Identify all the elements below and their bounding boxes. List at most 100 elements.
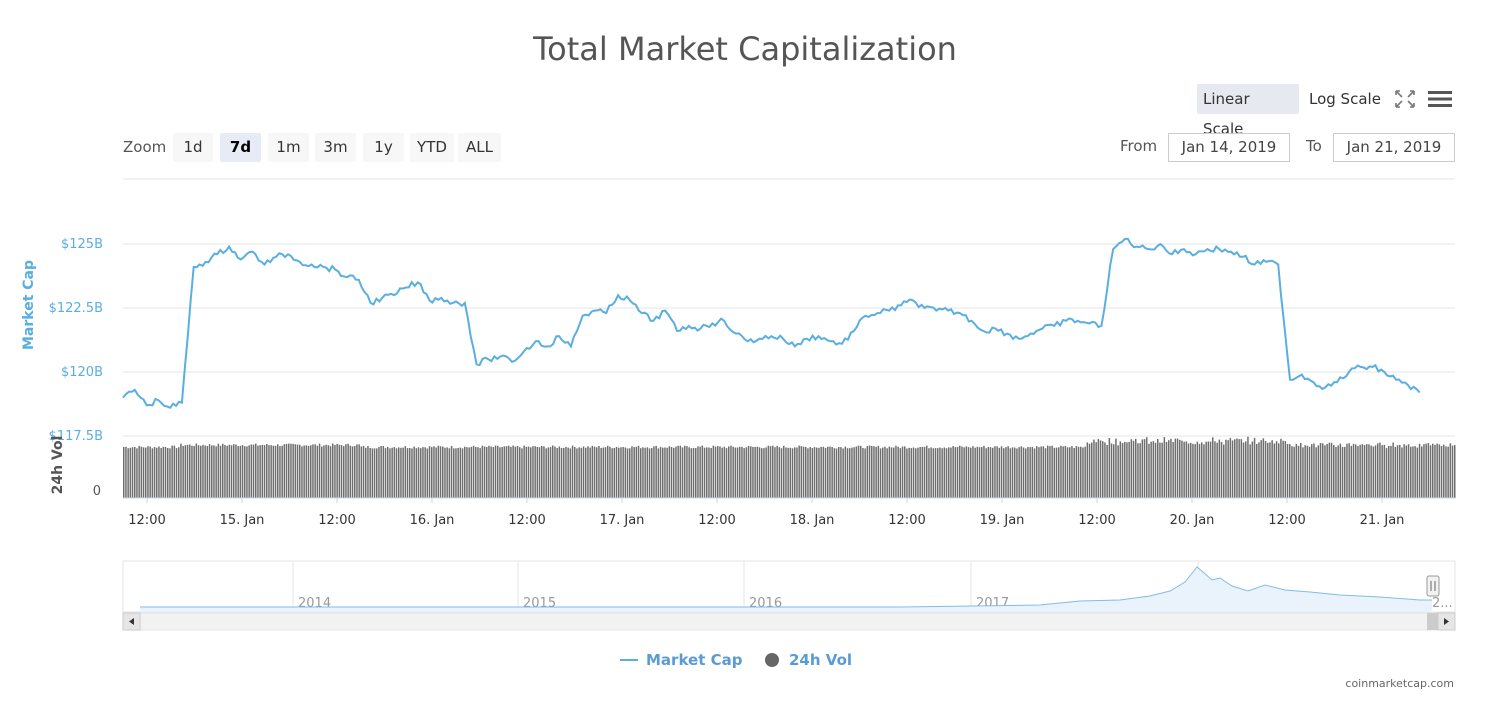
volume-bar bbox=[600, 448, 602, 498]
volume-bar bbox=[153, 447, 156, 498]
volume-bar bbox=[1267, 442, 1269, 498]
volume-bar bbox=[1449, 443, 1452, 498]
volume-bar bbox=[706, 447, 708, 498]
volume-bar bbox=[602, 447, 605, 498]
volume-bar bbox=[1429, 445, 1432, 498]
volume-bar bbox=[1223, 444, 1225, 498]
linear-scale-button[interactable]: Linear Scale bbox=[1197, 84, 1299, 138]
volume-bar bbox=[761, 448, 763, 498]
volume-bar bbox=[886, 448, 888, 498]
volume-bar bbox=[327, 445, 330, 498]
x-tick-label: 12:00 bbox=[318, 513, 355, 528]
volume-bar bbox=[626, 448, 629, 498]
volume-bar bbox=[1286, 443, 1289, 498]
volume-bar bbox=[1370, 445, 1372, 498]
volume-bar bbox=[534, 446, 536, 498]
volume-bar bbox=[175, 448, 178, 498]
volume-bar bbox=[860, 445, 862, 498]
volume-bar bbox=[527, 446, 530, 498]
volume-bar bbox=[1130, 439, 1133, 498]
zoom-1y-button[interactable]: 1y bbox=[363, 133, 404, 162]
volume-bar bbox=[230, 445, 233, 498]
volume-bar bbox=[668, 446, 671, 498]
volume-bar bbox=[842, 448, 844, 498]
zoom-3m-button[interactable]: 3m bbox=[315, 133, 356, 162]
volume-bar bbox=[1207, 441, 1210, 498]
volume-bar bbox=[523, 445, 525, 498]
volume-bar bbox=[1218, 439, 1221, 498]
zoom-1d-button[interactable]: 1d bbox=[173, 133, 213, 162]
volume-bar bbox=[1390, 445, 1392, 498]
volume-bar bbox=[160, 448, 162, 498]
volume-bar bbox=[1421, 446, 1423, 498]
volume-bar bbox=[1308, 446, 1311, 498]
volume-bar bbox=[813, 447, 816, 498]
volume-bar bbox=[941, 448, 943, 498]
volume-bar bbox=[939, 447, 941, 498]
volume-bar bbox=[1016, 448, 1018, 498]
zoom-ytd-button[interactable]: YTD bbox=[410, 133, 454, 162]
volume-bar bbox=[274, 445, 277, 498]
legend-item-market-cap: Market Cap bbox=[620, 651, 743, 669]
volume-bar bbox=[1047, 445, 1049, 498]
volume-bar bbox=[1097, 439, 1100, 498]
volume-bar bbox=[435, 447, 437, 498]
volume-bar bbox=[235, 444, 237, 498]
x-tick-label: 21. Jan bbox=[1360, 513, 1405, 528]
menu-icon[interactable] bbox=[1427, 89, 1453, 109]
volume-bar bbox=[1284, 441, 1287, 498]
fullscreen-icon[interactable] bbox=[1394, 89, 1416, 109]
volume-bar bbox=[692, 447, 695, 498]
volume-bar bbox=[1423, 444, 1425, 498]
volume-bar bbox=[255, 443, 257, 498]
volume-bar bbox=[248, 445, 250, 498]
volume-bar bbox=[314, 444, 316, 498]
volume-bar bbox=[431, 447, 433, 498]
volume-bar bbox=[402, 447, 404, 498]
volume-bar bbox=[325, 444, 327, 498]
zoom-all-button[interactable]: ALL bbox=[458, 133, 501, 162]
volume-bar bbox=[820, 446, 822, 498]
volume-bar bbox=[127, 448, 129, 498]
volume-bar bbox=[756, 446, 759, 498]
volume-bar bbox=[1181, 440, 1183, 498]
volume-bar bbox=[1359, 444, 1361, 498]
volume-bar bbox=[1432, 443, 1434, 498]
volume-bar bbox=[384, 448, 387, 498]
log-scale-button[interactable]: Log Scale bbox=[1309, 90, 1381, 108]
scrollbar-track bbox=[122, 612, 1456, 631]
volume-bar bbox=[1126, 442, 1128, 498]
volume-bar bbox=[1410, 446, 1412, 498]
volume-bar bbox=[283, 444, 286, 498]
volume-bar bbox=[1073, 448, 1075, 498]
volume-bar bbox=[1031, 446, 1034, 498]
volume-bar bbox=[818, 447, 820, 498]
volume-bar bbox=[479, 448, 481, 498]
volume-bar bbox=[413, 446, 415, 498]
volume-bar bbox=[827, 446, 829, 498]
volume-bar bbox=[400, 447, 402, 498]
volume-bar bbox=[420, 448, 422, 498]
volume-bar bbox=[1216, 442, 1218, 498]
volume-bar bbox=[444, 447, 446, 498]
volume-bar bbox=[712, 445, 715, 498]
volume-bar bbox=[1113, 444, 1115, 498]
volume-bar bbox=[290, 443, 292, 498]
volume-bar bbox=[1148, 443, 1150, 498]
volume-bar bbox=[1275, 441, 1278, 498]
volume-bar bbox=[411, 448, 413, 498]
volume-bar bbox=[1324, 445, 1326, 498]
to-date-input[interactable]: Jan 21, 2019 bbox=[1333, 133, 1455, 162]
volume-bar bbox=[294, 444, 297, 498]
volume-bar bbox=[182, 445, 184, 498]
from-date-input[interactable]: Jan 14, 2019 bbox=[1168, 133, 1290, 162]
volume-bar bbox=[1064, 445, 1067, 498]
zoom-7d-button[interactable]: 7d bbox=[220, 133, 261, 162]
volume-bar bbox=[1249, 444, 1251, 498]
zoom-1m-button[interactable]: 1m bbox=[268, 133, 309, 162]
volume-bar bbox=[1300, 443, 1302, 498]
volume-bar bbox=[483, 446, 486, 498]
volume-bar bbox=[257, 445, 259, 498]
volume-bar bbox=[1440, 446, 1443, 498]
volume-bar bbox=[395, 448, 398, 498]
